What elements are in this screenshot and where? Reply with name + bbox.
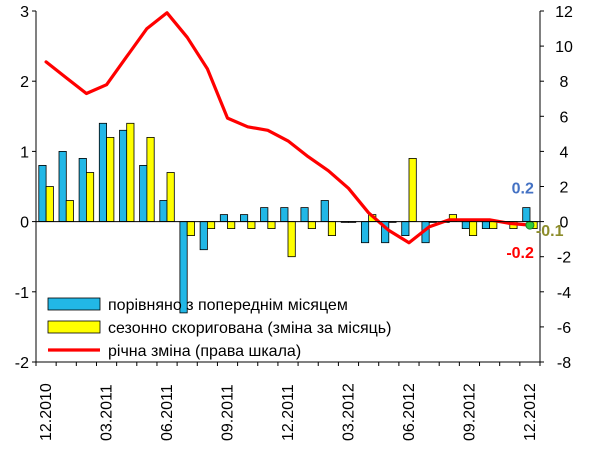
- bar-seasonal-02.2011: [86, 172, 95, 222]
- line-annual-change: [44, 11, 532, 245]
- bar-mom-10.2011: [239, 214, 249, 223]
- legend: порівняно з попереднім місяцем сезонно с…: [47, 297, 391, 360]
- bar-mom-02.2011: [78, 157, 87, 222]
- bar-seasonal-10.2011: [247, 221, 256, 230]
- bar-seasonal-09.2012: [468, 221, 478, 237]
- x-tick-label: 06.2011: [159, 384, 176, 441]
- bar-mom-08.2011: [199, 221, 208, 251]
- bar-seasonal-02.2012: [327, 221, 336, 237]
- right-tick-label: 12: [555, 4, 573, 21]
- x-tick-label: 03.2012: [340, 383, 357, 441]
- bar-mom-05.2011: [139, 164, 148, 222]
- bar-seasonal-12.2010: [45, 186, 54, 222]
- bar-seasonal-08.2011: [206, 221, 216, 230]
- bar-mom-02.2012: [320, 200, 329, 223]
- bar-seasonal-03.2011: [106, 136, 115, 222]
- bar-mom-12.2010: [38, 164, 47, 222]
- left-tick-label: 1: [20, 144, 29, 161]
- bars-layer: [38, 122, 538, 314]
- bar-mom-12.2011: [280, 207, 289, 223]
- legend-label-annual: річна зміна (права шкала): [108, 343, 301, 360]
- legend-label-mom: порівняно з попереднім місяцем: [108, 297, 348, 314]
- bar-mom-12.2012: [522, 207, 531, 223]
- bar-seasonal-06.2011: [166, 172, 175, 222]
- right-tick-label: 4: [560, 144, 569, 161]
- annotations-layer: 0.2 -0.1-0.2: [506, 181, 563, 263]
- bar-seasonal-09.2011: [227, 221, 236, 230]
- left-tick-label: 2: [20, 74, 29, 91]
- annotation-label: 0.2: [512, 181, 534, 198]
- x-tick-label: 03.2011: [99, 384, 116, 441]
- end-point-marker: [525, 220, 535, 230]
- bar-mom-06.2011: [159, 200, 168, 223]
- right-tick-label: 8: [560, 74, 569, 91]
- right-tick-label: 2: [560, 180, 569, 197]
- bar-mom-10.2012: [481, 221, 490, 230]
- bar-mom-06.2012: [401, 221, 410, 237]
- x-tick-label: 09.2012: [461, 383, 478, 441]
- x-tick-label: 12.2010: [38, 383, 55, 441]
- bar-mom-04.2012: [360, 221, 370, 244]
- x-tick-label: 12.2011: [280, 384, 297, 441]
- bar-seasonal-05.2011: [146, 136, 155, 222]
- left-tick-label: -1: [15, 285, 29, 302]
- right-tick-label: 10: [555, 39, 573, 56]
- x-tick-label: 09.2011: [220, 384, 237, 441]
- bar-mom-01.2012: [300, 207, 309, 223]
- bar-seasonal-01.2011: [65, 200, 74, 223]
- x-tick-label: 12.2012: [522, 383, 539, 441]
- x-tick-label: 06.2012: [401, 383, 418, 441]
- right-tick-label: -6: [557, 320, 571, 337]
- axes-layer: [32, 10, 544, 366]
- bar-seasonal-10.2012: [489, 221, 498, 230]
- bar-seasonal-12.2011: [287, 221, 296, 258]
- right-tick-label: -2: [557, 250, 571, 267]
- bar-mom-11.2011: [260, 207, 269, 223]
- bar-seasonal-01.2012: [307, 221, 316, 230]
- bar-seasonal-07.2011: [186, 221, 195, 237]
- bar-mom-03.2011: [98, 122, 108, 223]
- bar-seasonal-06.2012: [408, 157, 417, 222]
- bar-mom-01.2011: [58, 150, 67, 222]
- bar-mom-04.2011: [119, 129, 128, 223]
- bar-seasonal-11.2011: [267, 221, 276, 230]
- left-tick-label: -2: [15, 355, 29, 372]
- right-tick-label: -8: [557, 355, 571, 372]
- annotation-label: -0.2: [506, 245, 534, 262]
- legend-swatch-seasonal: [47, 320, 101, 334]
- annotation-label: -0.1: [536, 223, 564, 240]
- legend-swatch-mom: [47, 297, 101, 311]
- left-tick-label: 0: [20, 215, 29, 232]
- line-layer: [44, 11, 535, 245]
- right-tick-label: 0: [560, 215, 569, 232]
- bar-mom-09.2012: [461, 221, 470, 230]
- right-tick-label: 6: [560, 109, 569, 126]
- bar-seasonal-04.2011: [126, 122, 135, 223]
- right-tick-label: -4: [557, 285, 571, 302]
- left-tick-label: 3: [20, 4, 29, 21]
- legend-label-seasonal: сезонно скоригована (зміна за місяць): [108, 320, 391, 337]
- bar-mom-09.2011: [219, 214, 229, 223]
